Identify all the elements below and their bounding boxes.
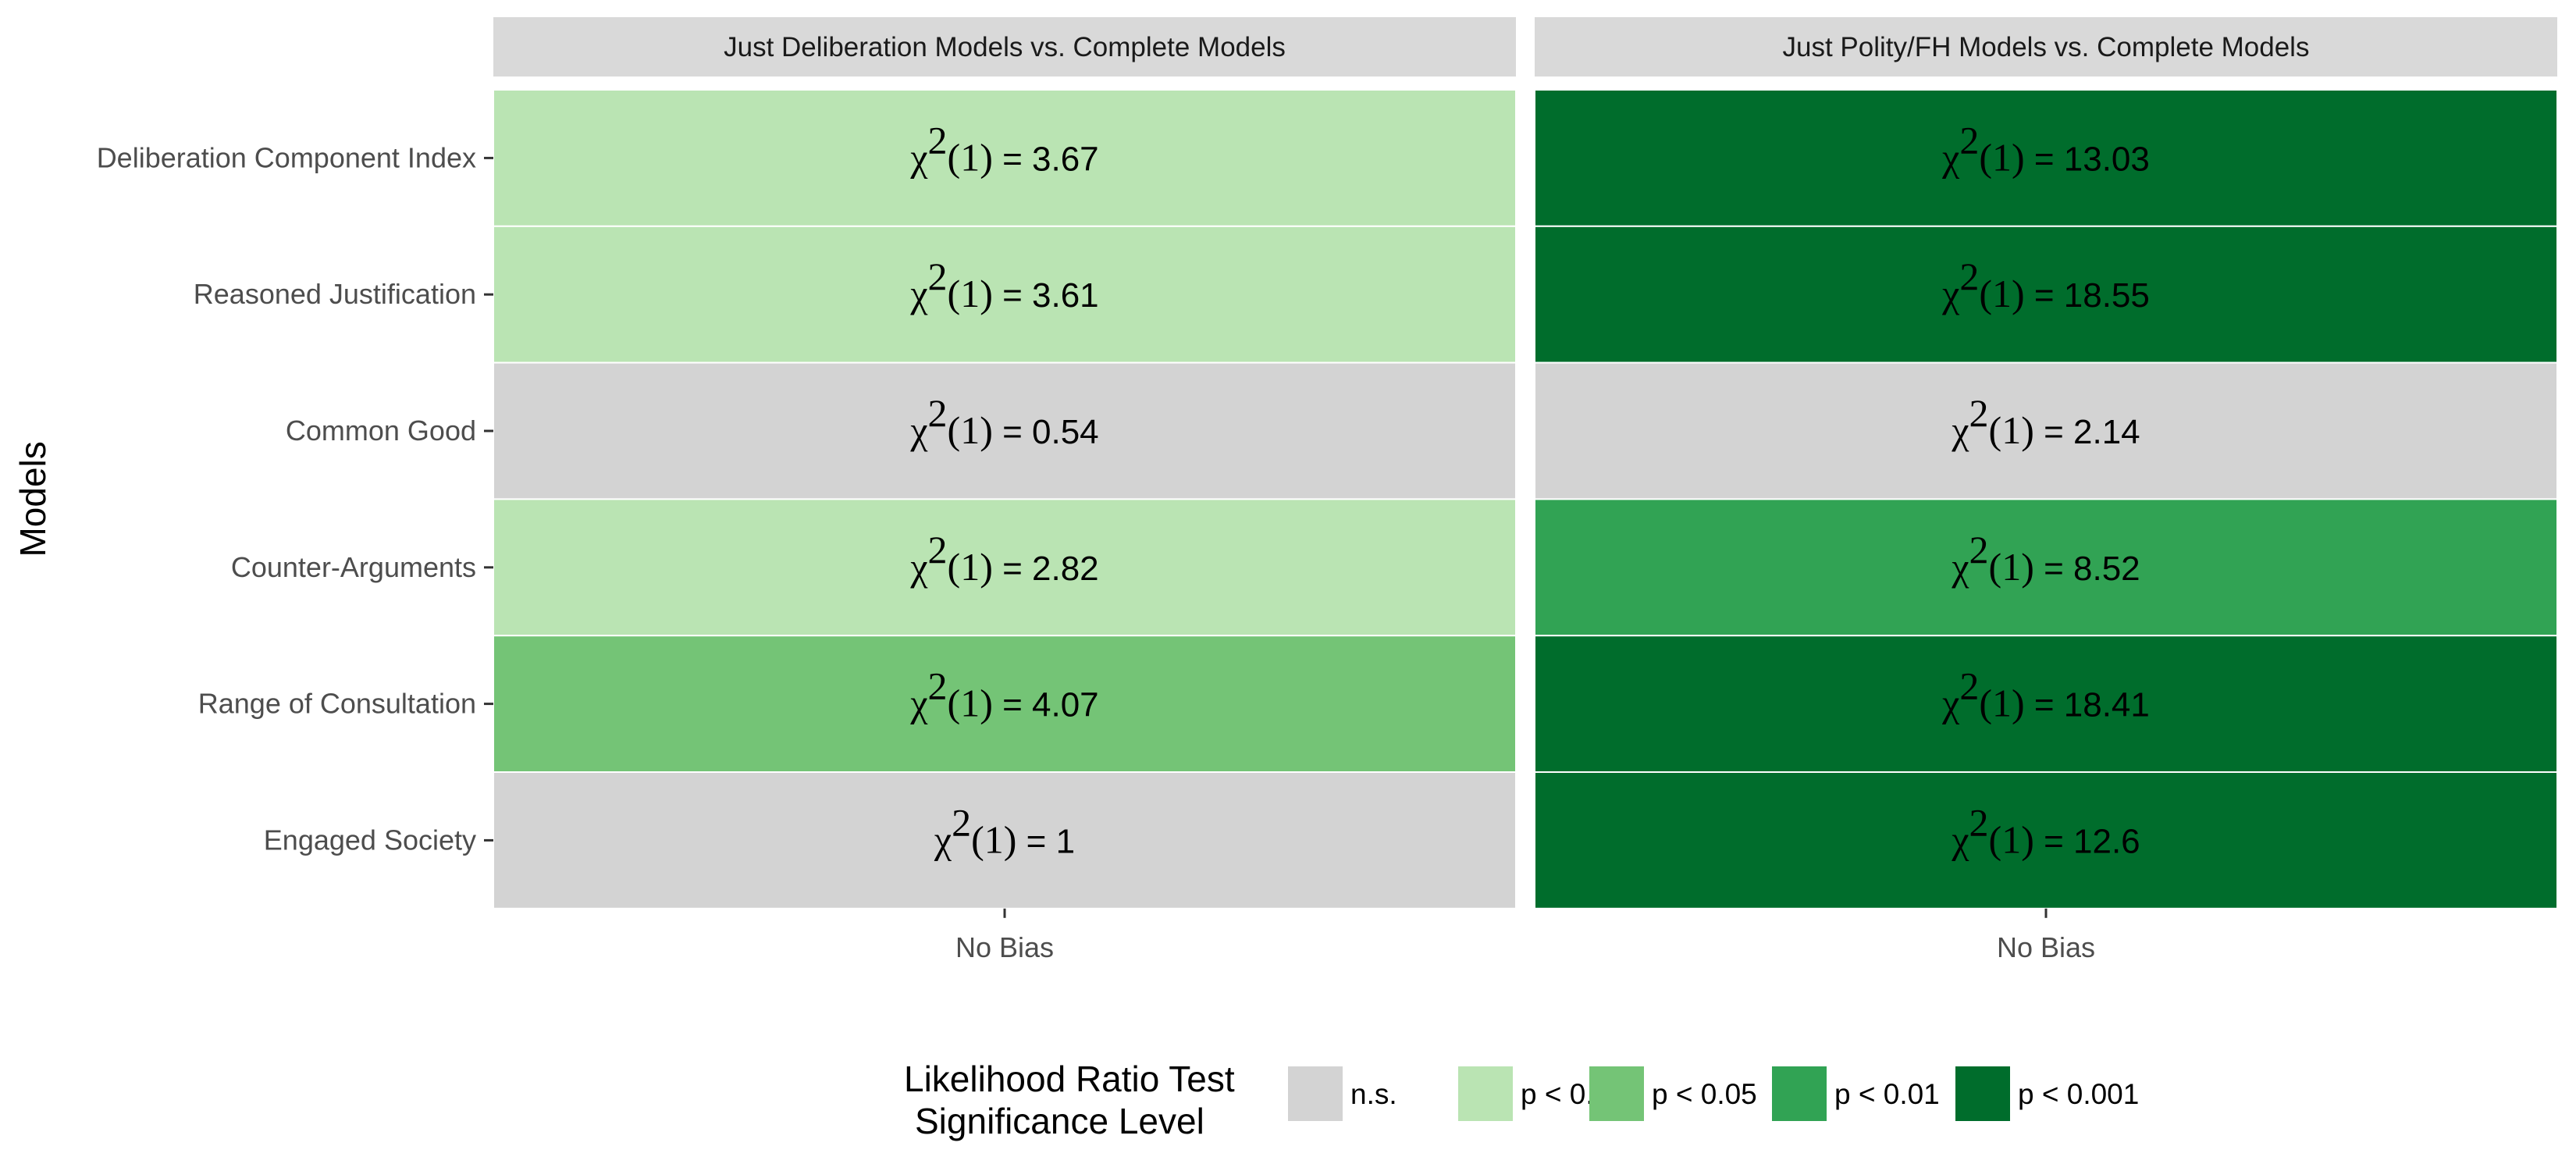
facet-label-2: Just Polity/FH Models vs. Complete Model… (1783, 32, 2310, 62)
heatmap-tile (493, 498, 1517, 637)
facet-label-1: Just Deliberation Models vs. Complete Mo… (724, 32, 1286, 62)
legend-title-line-2: Significance Level (915, 1101, 1204, 1141)
heatmap-tile (1534, 498, 2558, 637)
legend-key (1955, 1066, 2010, 1121)
cell-label: χ2(1) = 12.6 (1951, 800, 2140, 861)
legend-key (1772, 1066, 1827, 1121)
y-tick-label: Deliberation Component Index (97, 141, 476, 173)
heatmap-tile (493, 361, 1517, 500)
cell-label: χ2(1) = 2.82 (909, 528, 1098, 589)
heatmap-tile (1534, 225, 2558, 364)
cell-label: χ2(1) = 3.61 (909, 254, 1098, 315)
legend-label: p < 0.05 (1652, 1078, 1757, 1110)
y-tick-label: Reasoned Justification (194, 278, 476, 310)
cell-label: χ2(1) = 1 (934, 800, 1075, 861)
legend-key (1589, 1066, 1644, 1121)
cell-label: χ2(1) = 0.54 (909, 391, 1098, 452)
heatmap-tile (1534, 635, 2558, 774)
y-tick-label: Range of Consultation (198, 688, 476, 720)
cell-label: χ2(1) = 3.67 (909, 118, 1098, 179)
facet-strip-1 (493, 17, 1516, 77)
cell-label: χ2(1) = 18.41 (1941, 664, 2150, 725)
legend-label: p < 0.001 (2018, 1078, 2139, 1110)
heatmap-tile (1534, 89, 2558, 227)
legend-label: n.s. (1350, 1078, 1397, 1110)
cell-label: χ2(1) = 2.14 (1951, 391, 2140, 452)
heatmap-tile (493, 225, 1517, 364)
heatmap-tile (1534, 361, 2558, 500)
facet-strip-2 (1535, 17, 2557, 77)
cell-label: χ2(1) = 13.03 (1941, 118, 2150, 179)
x-tick-label: No Bias (955, 931, 1054, 963)
legend-label: p < 0.01 (1834, 1078, 1940, 1110)
heatmap-tile (1534, 771, 2558, 909)
y-axis-title: Models (12, 441, 53, 557)
y-tick-label: Counter-Arguments (231, 551, 476, 583)
legend-key (1288, 1066, 1343, 1121)
legend-title-line-1: Likelihood Ratio Test (904, 1059, 1235, 1099)
cell-label: χ2(1) = 18.55 (1941, 254, 2150, 315)
x-tick-label: No Bias (1997, 931, 2095, 963)
cell-label: χ2(1) = 4.07 (909, 664, 1098, 725)
legend-key (1458, 1066, 1513, 1121)
y-tick-label: Engaged Society (264, 824, 476, 856)
cell-label: χ2(1) = 8.52 (1951, 528, 2140, 589)
y-tick-label: Common Good (286, 415, 476, 447)
heatmap-tile (493, 771, 1517, 909)
